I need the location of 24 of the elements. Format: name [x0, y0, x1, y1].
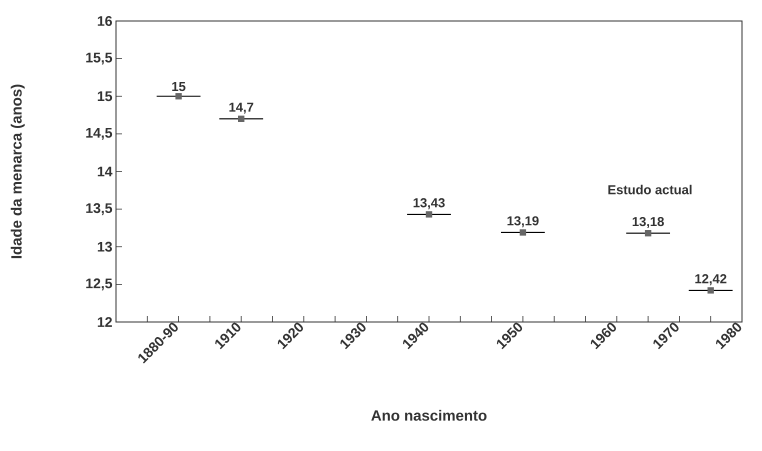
y-tick-label: 12,5 [86, 278, 112, 290]
point [520, 229, 526, 236]
point [644, 230, 652, 236]
y-tick-label: 13 [98, 242, 112, 252]
data-label: 12,42 [695, 274, 726, 286]
point [238, 116, 244, 122]
point [708, 287, 714, 294]
x-axis-title: Ano nascimento [371, 410, 487, 421]
y-axis-title: Idade da menarca (anos) [10, 84, 25, 258]
annotation: Estudo actual [608, 184, 692, 194]
data-label: 14,7 [229, 102, 254, 114]
data-label: 13,43 [414, 198, 445, 210]
y-tick-label: 15,5 [86, 52, 112, 64]
data-label: 13,18 [632, 216, 664, 228]
y-tick-label: 12 [98, 317, 112, 327]
y-tick-label: 13,5 [86, 203, 112, 216]
y-tick-label: 14 [98, 166, 112, 176]
point [175, 93, 182, 100]
point [426, 211, 432, 218]
y-tick-label: 16 [98, 16, 112, 26]
y-tick-label: 15 [98, 91, 112, 102]
data-label: 13,19 [508, 216, 539, 228]
y-tick-label: 14,5 [86, 128, 112, 140]
data-label: 15 [172, 82, 186, 92]
